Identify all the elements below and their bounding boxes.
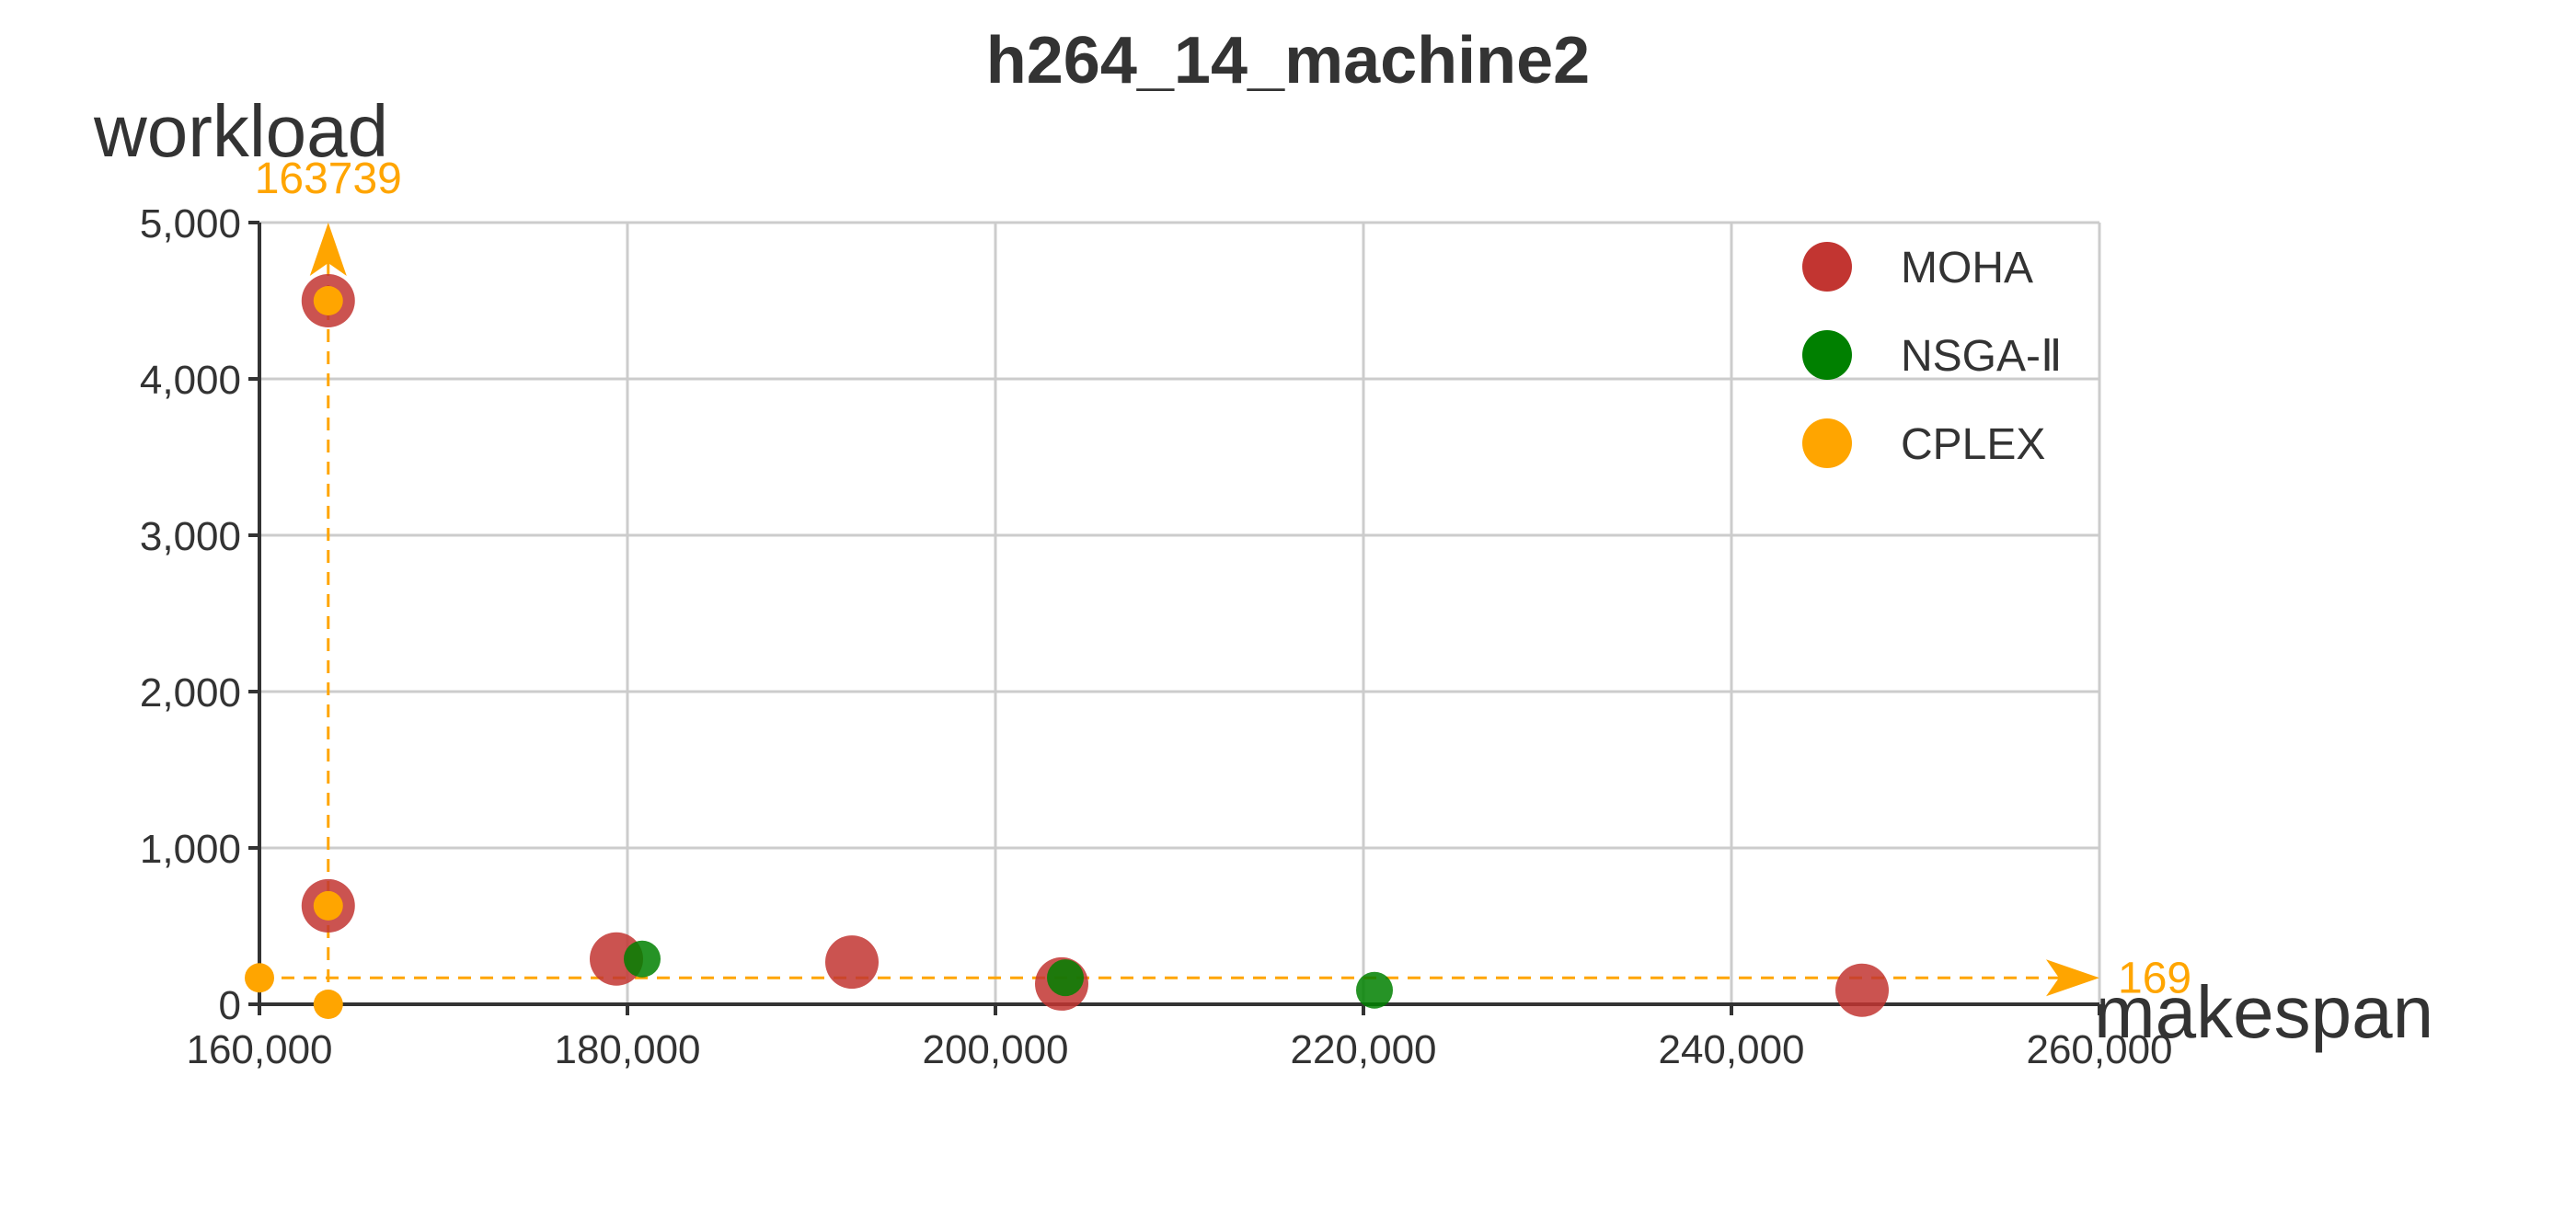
point-nsga[interactable] — [1047, 959, 1084, 997]
y-tick-label: 4,000 — [140, 358, 241, 403]
point-cplex[interactable] — [313, 286, 343, 315]
y-tick-label: 2,000 — [140, 670, 241, 716]
legend-item-cplex[interactable]: CPLEX — [1802, 418, 2045, 469]
legend-swatch — [1802, 418, 1852, 468]
x-tick-label: 200,000 — [922, 1027, 1068, 1072]
legend-label: MOHA — [1901, 244, 2033, 292]
horizontal-mark-arrow — [2046, 959, 2099, 997]
legend-item-nsga[interactable]: NSGA-Ⅱ — [1802, 330, 2063, 381]
axes: 0 1,000 2,000 3,000 4,000 5,000 160,000 180,000… — [140, 201, 2173, 1072]
y-tick-label: 3,000 — [140, 514, 241, 559]
x-tick-label: 260,000 — [2026, 1027, 2172, 1072]
legend-item-moha[interactable]: MOHA — [1802, 242, 2033, 292]
point-nsga[interactable] — [624, 940, 661, 978]
point-moha[interactable] — [825, 935, 879, 990]
y-tick-label: 1,000 — [140, 827, 241, 872]
mark-lines: 163739 169 — [255, 155, 2191, 1004]
x-tick-label: 180,000 — [554, 1027, 700, 1072]
legend-swatch — [1802, 242, 1852, 292]
y-tick-label: 5,000 — [140, 201, 241, 246]
legend[interactable]: MOHA NSGA-Ⅱ CPLEX — [1802, 242, 2063, 469]
y-axis-name: workload — [93, 90, 388, 172]
point-cplex[interactable] — [313, 890, 343, 921]
grid — [259, 221, 2101, 1004]
legend-label: NSGA-Ⅱ — [1901, 332, 2063, 381]
y-tick-label: 0 — [219, 983, 241, 1028]
data-points — [245, 274, 1889, 1019]
x-tick-label: 220,000 — [1290, 1027, 1436, 1072]
vertical-mark-arrow — [309, 223, 347, 276]
chart-title: h264_14_machine2 — [986, 24, 1590, 97]
x-tick-label: 240,000 — [1658, 1027, 1804, 1072]
x-tick-label: 160,000 — [186, 1027, 332, 1072]
x-axis-name: makespan — [2094, 971, 2433, 1053]
legend-swatch — [1802, 330, 1852, 380]
point-moha[interactable] — [1835, 963, 1889, 1017]
legend-label: CPLEX — [1901, 420, 2045, 469]
vertical-mark-label: 163739 — [255, 155, 402, 203]
horizontal-mark-label: 169 — [2118, 954, 2191, 1002]
point-cplex[interactable] — [245, 963, 274, 993]
point-cplex[interactable] — [313, 990, 343, 1019]
point-nsga[interactable] — [1356, 971, 1393, 1009]
